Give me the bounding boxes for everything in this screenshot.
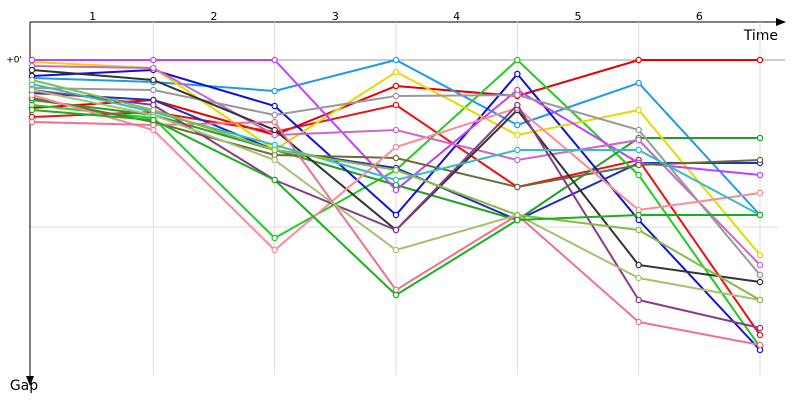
data-point bbox=[392, 166, 400, 174]
data-point bbox=[514, 156, 521, 164]
data-point bbox=[28, 106, 36, 114]
data-point bbox=[635, 79, 642, 87]
data-point bbox=[150, 56, 157, 64]
data-point bbox=[635, 226, 642, 234]
data-point bbox=[271, 234, 278, 242]
data-point bbox=[271, 156, 278, 164]
x-tick-label: 6 bbox=[696, 10, 703, 23]
data-point bbox=[756, 331, 764, 339]
y-tick-label: +0' bbox=[6, 56, 22, 66]
data-point bbox=[635, 56, 642, 64]
x-axis-arrow bbox=[776, 18, 786, 26]
data-point bbox=[635, 171, 642, 179]
data-point bbox=[150, 86, 157, 94]
data-point bbox=[28, 118, 36, 126]
data-point bbox=[28, 76, 36, 84]
data-point bbox=[756, 251, 764, 259]
data-point bbox=[635, 296, 642, 304]
data-point bbox=[635, 161, 642, 169]
data-point bbox=[392, 92, 400, 100]
data-point bbox=[635, 146, 642, 154]
data-point bbox=[271, 176, 278, 184]
data-point bbox=[756, 189, 764, 197]
data-point bbox=[514, 216, 521, 224]
data-point bbox=[514, 91, 521, 99]
data-point bbox=[150, 76, 157, 84]
data-point bbox=[514, 56, 521, 64]
x-tick-label: 2 bbox=[211, 10, 218, 23]
data-point bbox=[392, 82, 400, 90]
data-point bbox=[392, 68, 400, 76]
data-point bbox=[150, 106, 157, 114]
data-point bbox=[635, 211, 642, 219]
data-point bbox=[756, 278, 764, 286]
series bbox=[28, 84, 764, 279]
series bbox=[28, 106, 764, 299]
data-point bbox=[756, 156, 764, 164]
data-point bbox=[271, 146, 278, 154]
data-point bbox=[28, 66, 36, 74]
y-axis-arrow bbox=[26, 376, 34, 386]
x-tick-label: 5 bbox=[575, 10, 582, 23]
x-tick-label: 1 bbox=[89, 10, 96, 23]
data-point bbox=[514, 146, 521, 154]
data-point bbox=[635, 318, 642, 326]
data-point bbox=[514, 183, 521, 191]
data-point bbox=[392, 291, 400, 299]
data-point bbox=[392, 246, 400, 254]
data-point bbox=[756, 271, 764, 279]
data-point bbox=[271, 102, 278, 110]
data-point bbox=[756, 296, 764, 304]
series bbox=[28, 76, 764, 304]
data-point bbox=[635, 261, 642, 269]
data-point bbox=[514, 121, 521, 129]
data-point bbox=[635, 136, 642, 144]
data-point bbox=[635, 126, 642, 134]
data-point bbox=[392, 154, 400, 162]
data-point bbox=[150, 64, 157, 72]
data-point bbox=[514, 101, 521, 109]
data-point bbox=[756, 211, 764, 219]
data-point bbox=[756, 134, 764, 142]
data-point bbox=[392, 186, 400, 194]
data-point bbox=[392, 101, 400, 109]
data-point bbox=[756, 261, 764, 269]
data-point bbox=[271, 56, 278, 64]
data-point bbox=[392, 56, 400, 64]
data-point bbox=[150, 116, 157, 124]
data-point bbox=[756, 341, 764, 349]
data-point bbox=[271, 118, 278, 126]
data-point bbox=[756, 171, 764, 179]
data-point bbox=[271, 87, 278, 95]
data-point bbox=[635, 274, 642, 282]
data-point bbox=[756, 324, 764, 332]
x-tick-label: 3 bbox=[332, 10, 339, 23]
data-point bbox=[392, 176, 400, 184]
data-point bbox=[271, 126, 278, 134]
data-point bbox=[756, 56, 764, 64]
data-point bbox=[392, 143, 400, 151]
data-point bbox=[28, 86, 36, 94]
data-point bbox=[635, 106, 642, 114]
data-point bbox=[392, 211, 400, 219]
x-tick-label: 4 bbox=[453, 10, 460, 23]
data-point bbox=[28, 56, 36, 64]
y-axis-label: Gap bbox=[10, 378, 38, 394]
data-point bbox=[392, 126, 400, 134]
data-point bbox=[514, 70, 521, 78]
plot: 1 2 3 4 5 6 +0' bbox=[6, 10, 785, 375]
data-point bbox=[271, 246, 278, 254]
data-point bbox=[271, 111, 278, 119]
data-point bbox=[392, 226, 400, 234]
data-point bbox=[514, 131, 521, 139]
